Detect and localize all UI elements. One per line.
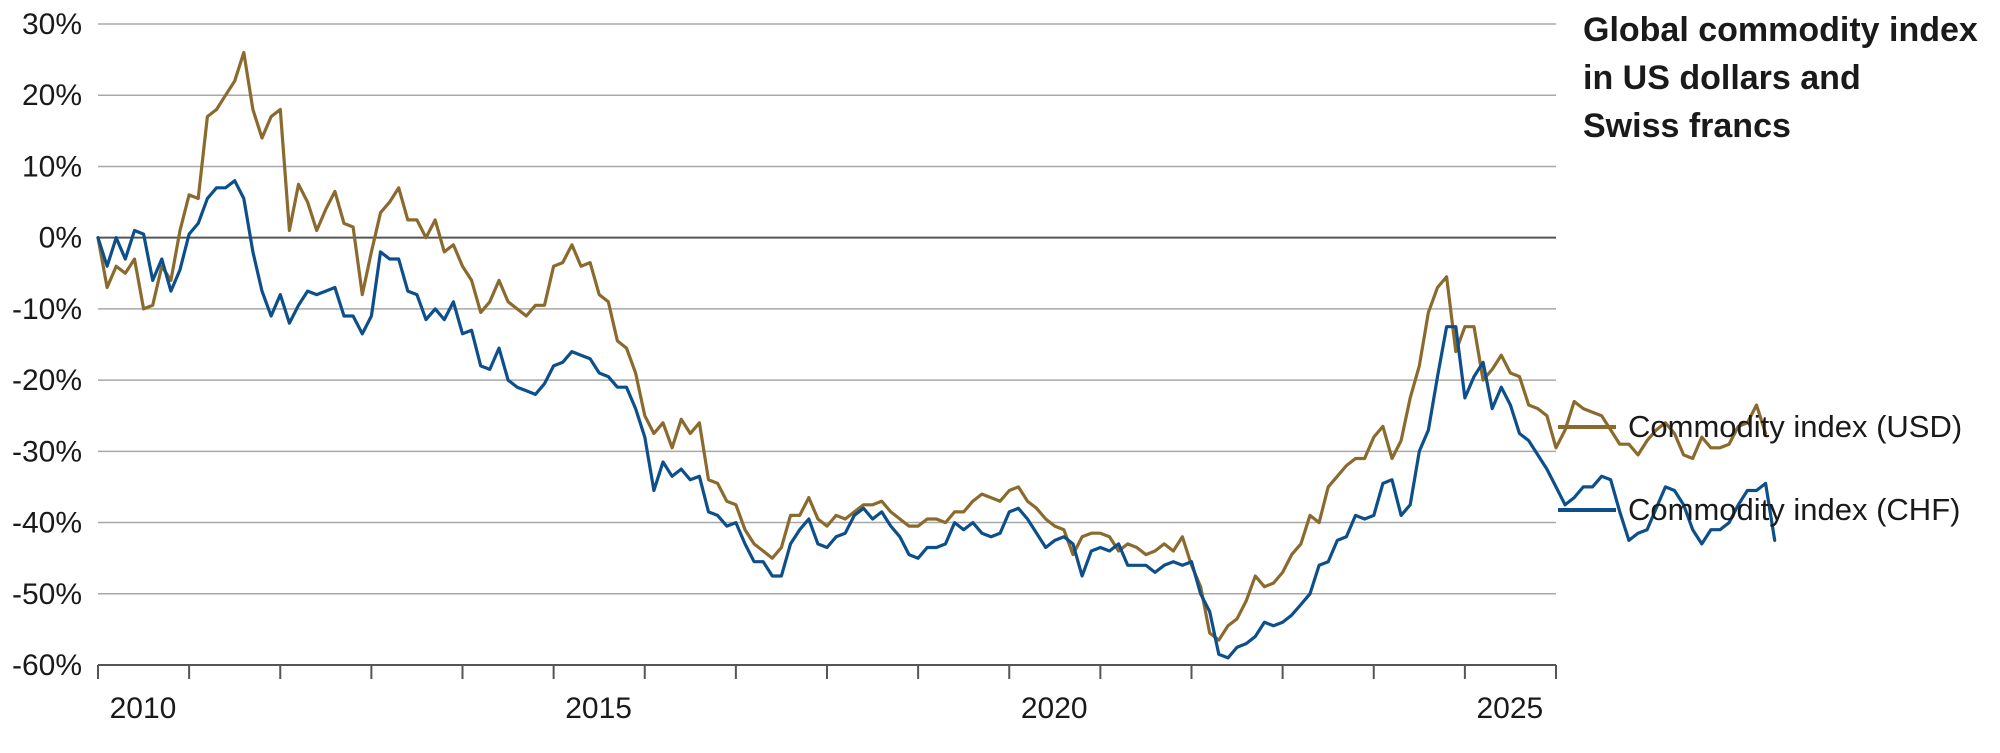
- x-tick-label: 2025: [1477, 692, 1544, 725]
- legend-label-usd: Commodity index (USD): [1628, 409, 1963, 444]
- legend-item-usd: Commodity index (USD): [1558, 402, 1998, 452]
- legend-swatch-usd: [1558, 425, 1616, 429]
- chart-title-line: in US dollars and: [1583, 59, 1861, 97]
- chart-title-line: Swiss francs: [1583, 107, 1791, 145]
- y-tick-label: -40%: [12, 507, 82, 540]
- legend-swatch-chf: [1558, 508, 1616, 512]
- y-tick-label: -20%: [12, 364, 82, 397]
- chart-title-line: Global commodity index: [1583, 11, 1978, 49]
- x-tick-label: 2015: [565, 692, 632, 725]
- y-tick-label: 30%: [22, 8, 82, 41]
- y-tick-label: 10%: [22, 150, 82, 183]
- y-tick-label: 0%: [39, 222, 82, 255]
- series-line-chf: [96, 179, 1777, 660]
- x-tick-label: 2020: [1021, 692, 1088, 725]
- y-axis: 30% 20% 10% 0% -10% -20% -30% -40% -50% -60%: [12, 8, 82, 682]
- grid-lines: [98, 23, 1556, 595]
- legend-label-chf: Commodity index (CHF): [1628, 492, 1961, 527]
- y-tick-label: -50%: [12, 578, 82, 611]
- chart-title: Global commodity index in US dollars and…: [1583, 6, 1983, 150]
- series-line-usd: [96, 50, 1768, 642]
- legend-item-chf: Commodity index (CHF): [1558, 485, 1998, 535]
- y-tick-label: 20%: [22, 79, 82, 112]
- series-lines: [96, 50, 1777, 660]
- x-tick-label: 2010: [110, 692, 177, 725]
- y-tick-label: -60%: [12, 649, 82, 682]
- y-tick-label: -10%: [12, 293, 82, 326]
- x-axis: 2010 2015 2020 2025: [97, 664, 1557, 725]
- y-tick-label: -30%: [12, 435, 82, 468]
